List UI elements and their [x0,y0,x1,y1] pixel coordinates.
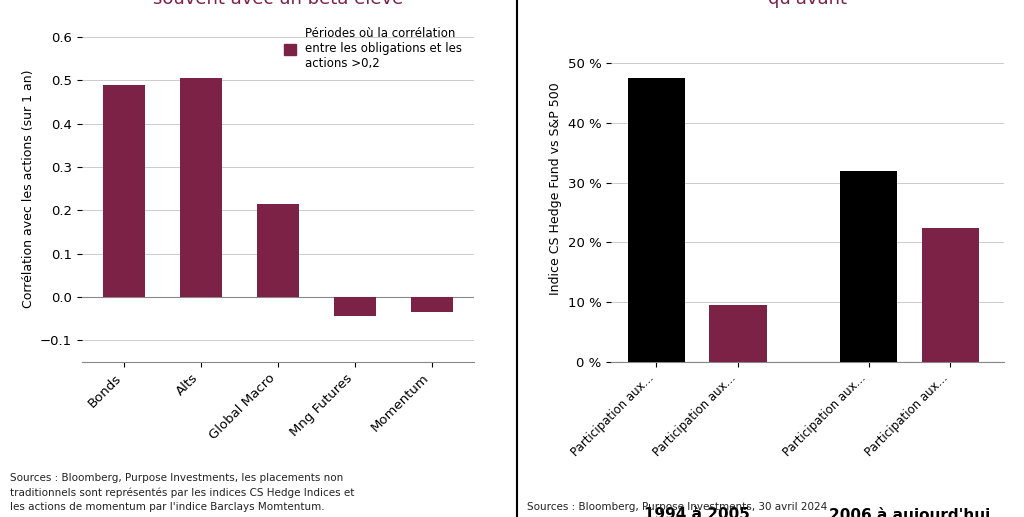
Bar [411,297,453,312]
Bar [180,78,222,297]
Bar [840,171,897,362]
Text: Sources : Bloomberg, Purpose Investments, 30 avril 2024: Sources : Bloomberg, Purpose Investments… [527,502,827,512]
Text: 1994 à 2005: 1994 à 2005 [644,507,750,517]
Bar [628,78,685,362]
Bar [922,227,979,362]
Bar [103,85,145,297]
Y-axis label: Indice CS Hedge Fund vs S&P 500: Indice CS Hedge Fund vs S&P 500 [549,82,562,295]
Bar [334,297,376,316]
Bar [710,305,767,362]
Text: 2006 à aujourd'hui: 2006 à aujourd'hui [829,507,990,517]
Legend: Périodes où la corrélation
entre les obligations et les
actions >0,2: Périodes où la corrélation entre les obl… [279,21,468,76]
Title: Certains placements non
traditionnels offrent aussi une
source de diversificatio: Certains placements non traditionnels of… [140,0,416,8]
Text: Sources : Bloomberg, Purpose Investments, les placements non
traditionnels sont : Sources : Bloomberg, Purpose Investments… [10,473,354,512]
Y-axis label: Corrélation avec les actions (sur 1 an): Corrélation avec les actions (sur 1 an) [22,69,35,308]
Title: Les placements non traditionnels
offrent toujours un potentiel de
diversificatio: Les placements non traditionnels offrent… [657,0,957,8]
Bar [257,204,299,297]
